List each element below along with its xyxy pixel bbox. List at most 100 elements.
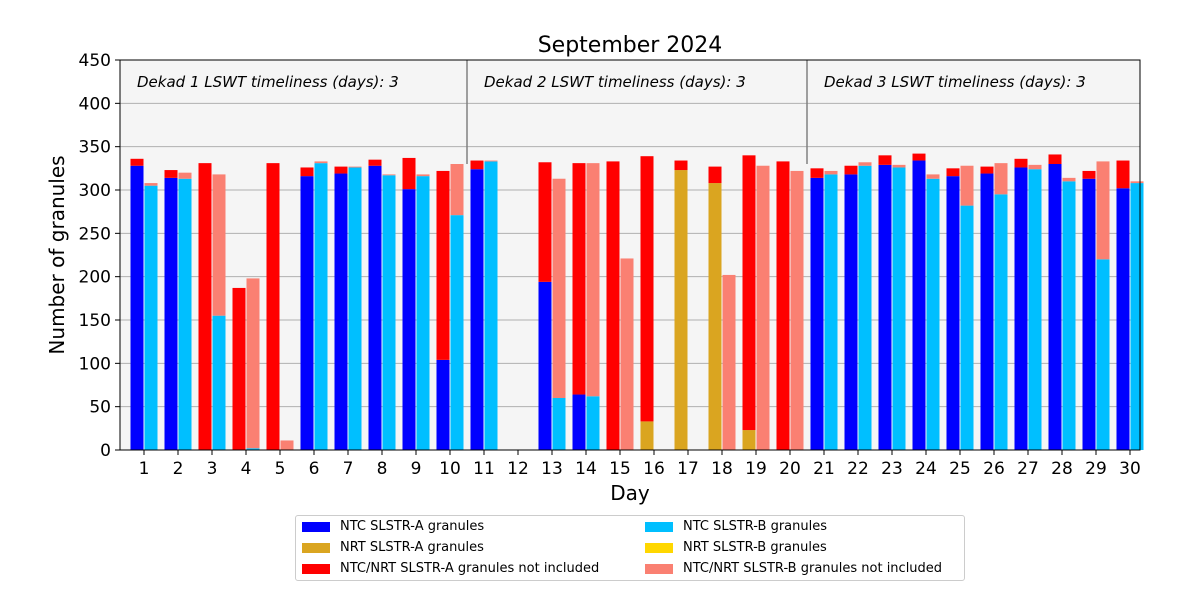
legend: NTC SLSTR-A granules NRT SLSTR-A granule… xyxy=(295,515,965,581)
y-tick-label: 0 xyxy=(100,441,111,461)
bar-segment xyxy=(538,162,552,282)
x-tick-label: 26 xyxy=(983,459,1005,479)
dekad-dividers: Dekad 1 LSWT timeliness (days): 3 Dekad 2… xyxy=(137,60,1086,164)
bar-segment xyxy=(810,177,824,450)
bar-segment xyxy=(470,160,484,170)
bar-segment xyxy=(926,174,940,179)
bar-segment xyxy=(960,165,974,206)
bar-segment xyxy=(1130,181,1144,184)
bar-segment xyxy=(640,421,654,450)
bar-segment xyxy=(402,157,416,190)
y-tick-label: 200 xyxy=(79,268,111,288)
bar-segment xyxy=(484,161,498,450)
x-tick-label: 14 xyxy=(575,459,597,479)
legend-swatch xyxy=(302,542,330,553)
bar-segment xyxy=(1130,183,1144,451)
bar-segment xyxy=(178,172,192,179)
legend-swatch xyxy=(645,563,673,574)
legend-item-notincl-a: NTC/NRT SLSTR-A granules not included xyxy=(302,561,599,576)
bar-segment xyxy=(844,174,858,450)
bar-segment xyxy=(994,163,1008,195)
bar-segment xyxy=(212,315,226,450)
x-tick-label: 8 xyxy=(377,459,388,479)
x-tick-label: 18 xyxy=(711,459,733,479)
x-tick-label: 28 xyxy=(1051,459,1073,479)
bar-segment xyxy=(892,164,906,168)
bar-segment xyxy=(300,176,314,450)
legend-swatch xyxy=(645,542,673,553)
x-tick-label: 24 xyxy=(915,459,937,479)
legend-item-nrt-a: NRT SLSTR-A granules xyxy=(302,540,484,555)
bar-segment xyxy=(266,163,280,450)
bar-segment xyxy=(824,174,838,450)
x-tick-label: 23 xyxy=(881,459,903,479)
bar-segment xyxy=(552,178,566,398)
legend-label: NTC/NRT SLSTR-B granules not included xyxy=(683,561,943,576)
bar-segment xyxy=(164,177,178,450)
bar-segment xyxy=(824,170,838,175)
bar-segment xyxy=(1028,164,1042,170)
bar-segment xyxy=(1062,181,1076,451)
legend-item-nrt-b: NRT SLSTR-B granules xyxy=(645,540,827,555)
dekad-annotation: Dekad 1 LSWT timeliness (days): 3 xyxy=(137,73,399,91)
y-tick-label: 150 xyxy=(79,311,111,331)
bar-segment xyxy=(572,394,586,450)
bar-segment xyxy=(164,170,178,178)
bar-segment xyxy=(858,162,872,166)
legend-swatch xyxy=(302,563,330,574)
bar-segment xyxy=(708,166,722,184)
plot-frame xyxy=(119,59,1141,451)
bar-segment xyxy=(246,448,260,450)
bar-segment xyxy=(790,170,804,450)
bar-segment xyxy=(300,167,314,177)
legend-swatch xyxy=(302,521,330,532)
bar-segment xyxy=(960,205,974,450)
legend-label: NTC SLSTR-A granules xyxy=(340,519,485,534)
y-axis-label: Number of granules xyxy=(45,155,69,354)
x-tick-label: 7 xyxy=(343,459,354,479)
bar-segment xyxy=(144,185,158,450)
x-tick-label: 6 xyxy=(309,459,320,479)
bar-segment xyxy=(470,169,484,450)
y-tick-label: 400 xyxy=(79,94,111,114)
x-tick-label: 17 xyxy=(677,459,699,479)
bar-segment xyxy=(348,166,362,168)
bar-segment xyxy=(722,274,736,450)
bar-segment xyxy=(980,166,994,174)
bar-segment xyxy=(436,170,450,360)
bars xyxy=(130,153,1144,451)
bar-segment xyxy=(844,165,858,175)
bar-segment xyxy=(368,165,382,450)
bar-segment xyxy=(586,163,600,397)
x-tick-label: 4 xyxy=(241,459,252,479)
y-tick-label: 50 xyxy=(89,398,111,418)
x-tick-label: 15 xyxy=(609,459,631,479)
y-tick-label: 350 xyxy=(79,138,111,158)
bar-segment xyxy=(416,174,430,177)
bar-segment xyxy=(858,165,872,450)
bar-segment xyxy=(776,161,790,450)
legend-label: NRT SLSTR-A granules xyxy=(340,540,484,555)
bar-segment xyxy=(1082,178,1096,450)
bar-segment xyxy=(912,153,926,161)
bar-segment xyxy=(246,278,260,449)
bar-segment xyxy=(946,176,960,450)
x-tick-label: 19 xyxy=(745,459,767,479)
bar-segment xyxy=(552,398,566,450)
bar-segment xyxy=(402,189,416,450)
x-tick-label: 13 xyxy=(541,459,563,479)
x-tick-label: 12 xyxy=(507,459,529,479)
bar-segment xyxy=(980,173,994,451)
bar-segment xyxy=(450,215,464,450)
bar-segment xyxy=(912,160,926,451)
legend-item-ntc-a: NTC SLSTR-A granules xyxy=(302,519,484,534)
x-tick-label: 5 xyxy=(275,459,286,479)
bar-segment xyxy=(314,163,328,450)
bar-segment xyxy=(1014,158,1028,168)
dekad-annotation: Dekad 2 LSWT timeliness (days): 3 xyxy=(484,73,746,91)
bar-segment xyxy=(892,167,906,450)
bar-segment xyxy=(436,359,450,450)
x-tick-label: 10 xyxy=(439,459,461,479)
x-tick-label: 21 xyxy=(813,459,835,479)
